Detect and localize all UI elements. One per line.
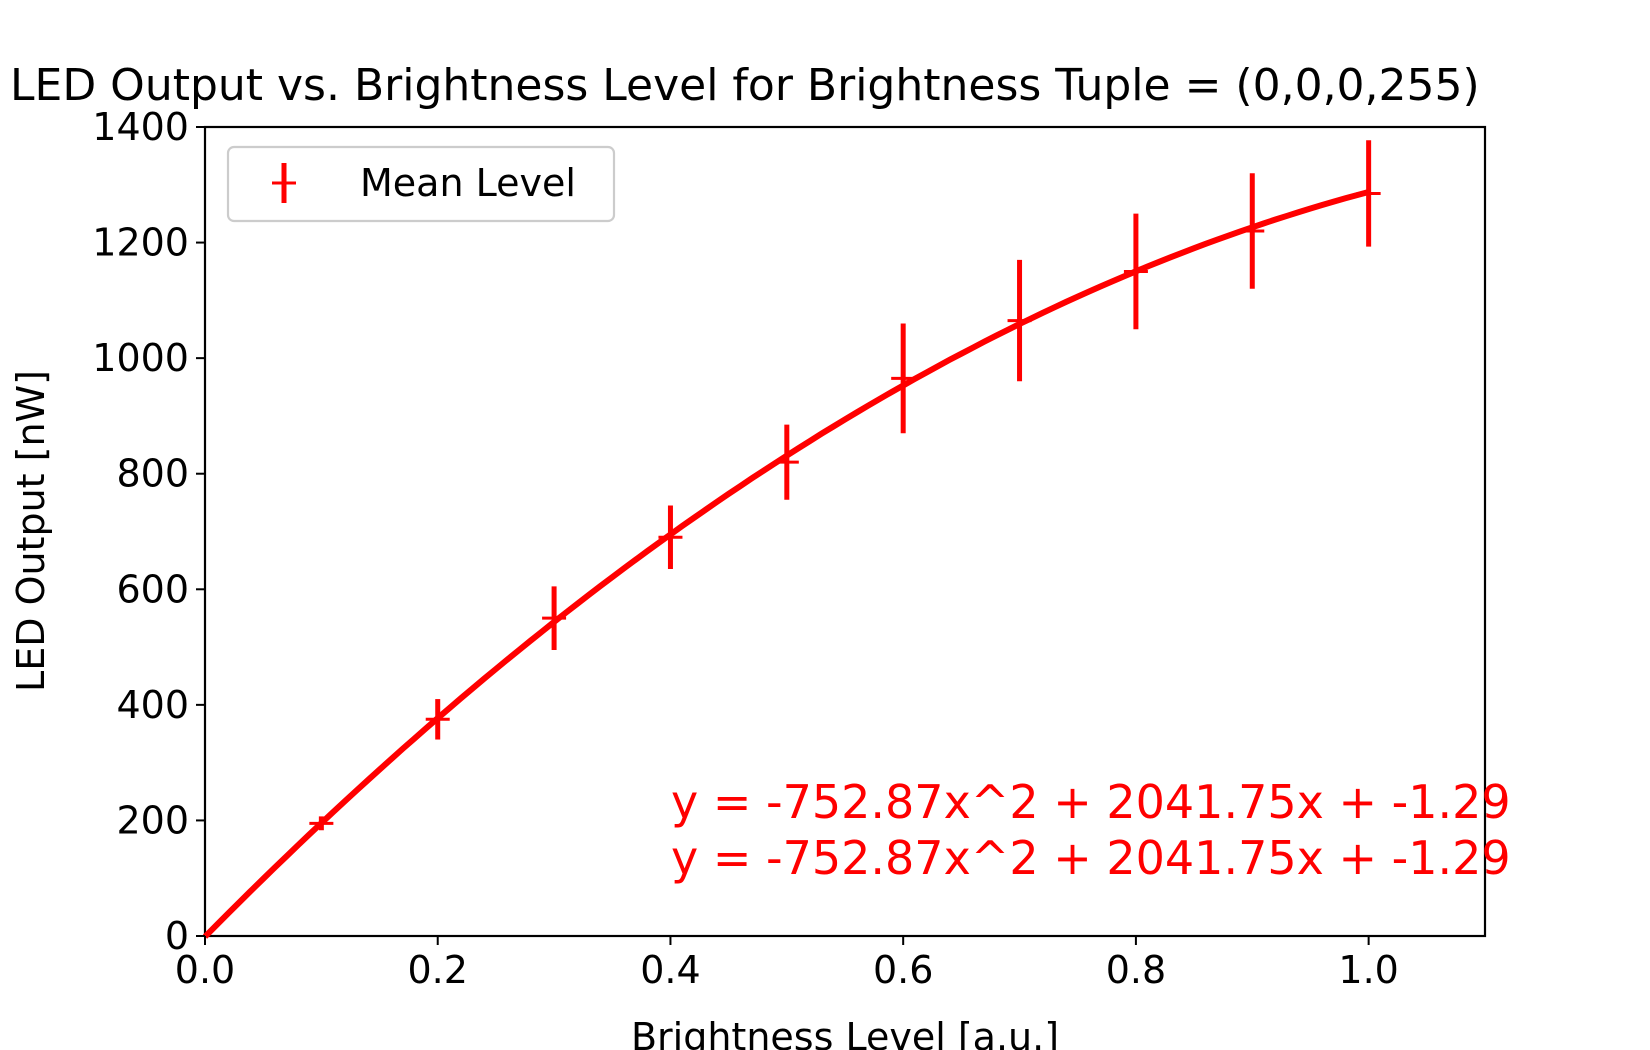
y-tick-label: 0 [165,914,189,958]
y-tick-label: 200 [116,798,189,842]
plot-area [202,125,1487,939]
x-tick-label: 1.0 [1338,948,1398,992]
y-tick-label: 1400 [92,105,189,149]
x-tick-label: 0.8 [1106,948,1166,992]
legend: Mean Level [226,145,616,223]
x-tick-label: 0.4 [640,948,700,992]
fit-equation-annotation-1: y = -752.87x^2 + 2041.75x + -1.29 [671,775,1511,829]
y-tick-label: 400 [116,683,189,727]
x-tick-label: 0.0 [175,948,235,992]
legend-frame [226,145,616,223]
y-tick-label: 1200 [92,221,189,265]
y-axis-ticks: 0 200 400 600 800 1000 1200 1400 [92,105,205,958]
legend-label-mean-level: Mean Level [360,161,576,205]
chart-title: LED Output vs. Brightness Level for Brig… [10,60,1480,111]
data-marks-layer [309,140,1381,831]
axes-frame [203,125,1487,938]
x-tick-label: 0.6 [873,948,933,992]
y-tick-label: 600 [116,567,189,611]
x-axis-label: Brightness Level [a.u.] [631,1015,1059,1050]
x-axis-ticks: 0.0 0.2 0.4 0.6 0.8 1.0 [175,936,1399,992]
x-tick-label: 0.2 [408,948,468,992]
fit-equation-annotation-2: y = -752.87x^2 + 2041.75x + -1.29 [671,831,1511,885]
y-axis-label: LED Output [nW] [9,370,53,692]
y-tick-label: 1000 [92,336,189,380]
y-tick-label: 800 [116,452,189,496]
